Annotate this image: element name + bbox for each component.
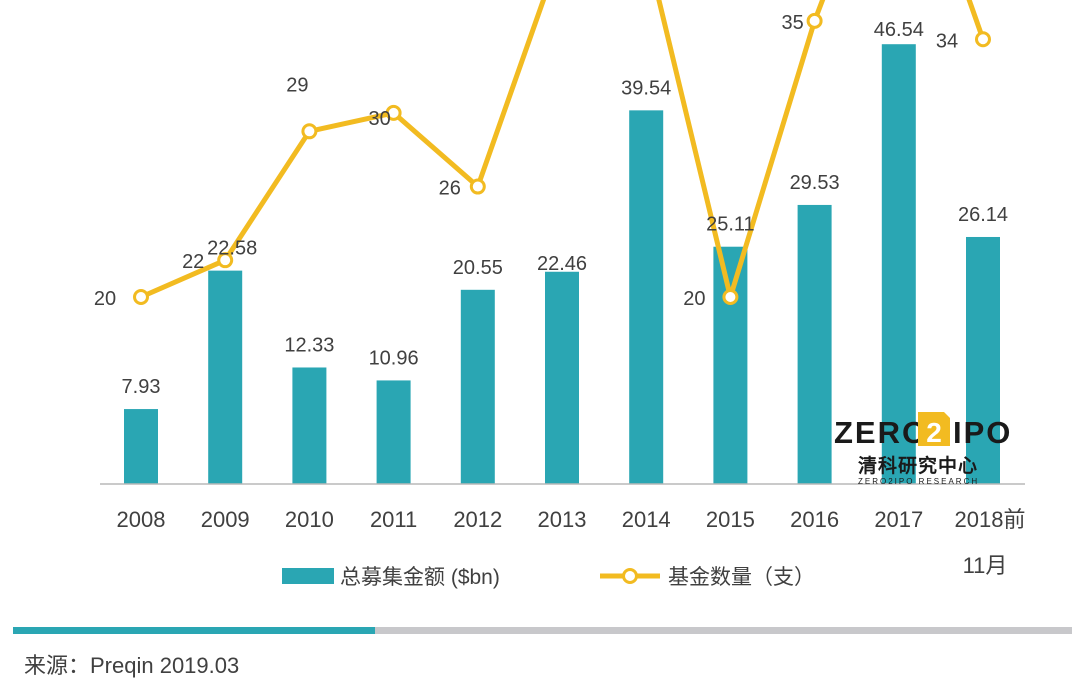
bars-group: [124, 44, 1000, 485]
x-tick-10: 2018前 11月: [955, 507, 1026, 578]
bar-2015: [713, 246, 748, 484]
bar-value-label-2009: 22.58: [207, 238, 257, 260]
logo-mark-shape: [918, 412, 950, 446]
count-point-2011: [385, 104, 402, 121]
bar-2014: [629, 110, 664, 485]
x-tick-5: 2013: [538, 507, 587, 532]
bar-2009: [208, 270, 243, 484]
bar-2008: [124, 409, 158, 484]
legend-bar-label: 总募集金额 ($bn): [340, 566, 500, 589]
x-tick-2: 2010: [285, 507, 334, 532]
logo-text-right: IPO: [953, 415, 1012, 450]
bar-value-label-2015: 25.11: [706, 214, 755, 236]
count-point-2016: [806, 12, 823, 29]
bar-2018前11月: [966, 236, 1000, 484]
bar-value-label-2018前11月: 26.14: [958, 204, 1008, 226]
line-value-labels: 2022293026393920354734: [94, 12, 958, 310]
x-tick-3: 2011: [370, 507, 417, 532]
bar-2011: [376, 380, 411, 484]
x-tick-6: 2014: [622, 507, 671, 532]
bar-value-label-2013: 22.46: [537, 253, 587, 275]
logo-text-sub: ZERO2IPO RESEARCH: [858, 477, 979, 486]
bar-value-label-2014: 39.54: [621, 77, 671, 99]
count-value-label-2008: 20: [94, 288, 116, 310]
bar-2016: [797, 204, 832, 484]
bar-value-label-2008: 7.93: [122, 376, 161, 398]
bar-value-label-2016: 29.53: [790, 172, 840, 194]
legend: 总募集金额 ($bn) 基金数量（支）: [282, 566, 815, 589]
logo-text-cn: 清科研究中心: [858, 454, 978, 477]
x-tick-labels: 2008 2009 2010 2011 2012 2013 2014 2015 2016 2017…: [117, 507, 1026, 578]
count-point-2018前11月: [975, 31, 991, 48]
footer-divider-accent: [13, 627, 375, 634]
line-series-group: [133, 0, 991, 305]
legend-line-label: 基金数量（支）: [668, 566, 815, 589]
count-value-label-2012: 26: [439, 178, 461, 200]
count-value-label-2011: 30: [368, 108, 390, 130]
footer-divider-rest: [375, 627, 1072, 634]
count-value-label-2018前11月: 34: [936, 30, 958, 52]
count-point-2010: [301, 123, 318, 140]
count-point-2008: [133, 289, 149, 305]
bar-value-label-2011: 10.96: [369, 347, 419, 369]
x-tick-0: 2008: [117, 507, 166, 532]
count-point-2009: [217, 252, 234, 269]
legend-line-marker: [622, 568, 638, 584]
x-tick-4: 2012: [453, 507, 502, 532]
count-line: [139, 0, 986, 300]
bar-value-label-2010: 12.33: [284, 334, 334, 356]
count-point-2015: [722, 289, 739, 305]
bar-value-label-2017: 46.54: [874, 19, 924, 41]
bar-value-label-2012: 20.55: [453, 257, 503, 279]
count-value-label-2010: 29: [286, 74, 308, 96]
bar-value-labels: 7.93 22.58 12.33 10.96 20.55 22.46 39.54 25.11 2…: [122, 19, 1009, 398]
count-point-2012: [469, 178, 486, 195]
x-tick-8: 2016: [790, 507, 839, 532]
bar-2010: [292, 367, 327, 484]
count-value-label-2009: 22: [182, 251, 204, 273]
count-value-label-2016: 35: [781, 12, 803, 34]
count-value-label-2015: 20: [683, 288, 705, 310]
bar-2013: [545, 271, 579, 484]
zero2ipo-logo: ZERO 2 IPO 清科研究中心 ZERO2IPO RESEARCH: [834, 412, 1012, 486]
legend-bar-swatch: [282, 568, 334, 584]
x-tick-7: 2015: [706, 507, 755, 532]
bar-2017: [881, 44, 916, 485]
bar-2012: [460, 289, 495, 484]
x-tick-9: 2017: [874, 507, 923, 532]
logo-text-left: ZERO: [834, 415, 928, 450]
logo-mark-text: 2: [926, 417, 942, 448]
source-note: 来源：Preqin 2019.03: [24, 653, 240, 678]
x-tick-1: 2009: [201, 507, 250, 532]
